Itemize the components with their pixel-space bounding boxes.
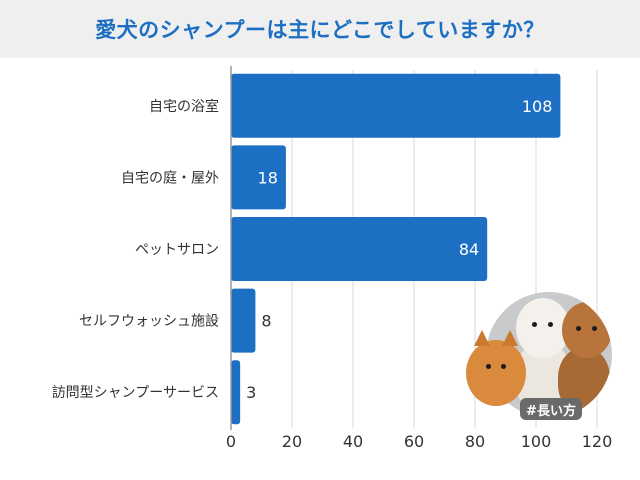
x-tick-label-60: 60 [404, 432, 424, 451]
x-tick-label-0: 0 [226, 432, 236, 451]
value-label-4: 3 [246, 383, 256, 402]
title-bar: 愛犬のシャンプーは主にどこでしていますか？ [0, 0, 640, 58]
poodle-head [562, 302, 612, 358]
bar-3 [231, 288, 256, 353]
value-label-1: 18 [258, 168, 278, 187]
pomeranian-image [466, 330, 526, 406]
site-logo [512, 452, 630, 478]
bar-4 [231, 360, 241, 425]
value-label-2: 84 [459, 240, 479, 259]
x-tick-label-20: 20 [282, 432, 302, 451]
chart-title: 愛犬のシャンプーは主にどこでしていますか？ [95, 18, 545, 42]
white-dog-head [516, 298, 570, 358]
category-label-0: 自宅の浴室 [149, 98, 219, 115]
bar-1 [231, 145, 286, 210]
x-tick-label-40: 40 [343, 432, 363, 451]
category-label-4: 訪問型シャンプーサービス [52, 385, 219, 401]
bar-2 [231, 217, 488, 281]
x-tick-label-80: 80 [465, 432, 485, 451]
category-label-1: 自宅の庭・屋外 [121, 169, 219, 186]
x-tick-label-120: 120 [582, 432, 613, 451]
x-tick-label-100: 100 [521, 432, 552, 451]
hashtag-badge: #長い方 [520, 398, 582, 420]
category-label-3: セルフウォッシュ施設 [79, 314, 219, 330]
value-label-3: 8 [261, 312, 271, 331]
category-label-2: ペットサロン [135, 242, 219, 258]
bar-0 [231, 73, 561, 138]
value-label-0: 108 [522, 97, 553, 116]
